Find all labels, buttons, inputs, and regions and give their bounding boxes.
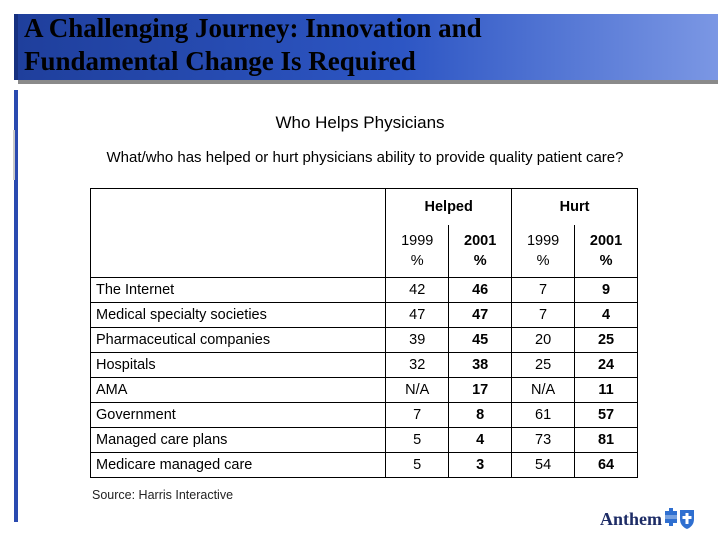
year-header-helped-2001: 2001 % (448, 225, 513, 278)
cell-helped-2001: 46 (448, 277, 513, 303)
table-row: Managed care plans 5 4 73 81 (89, 427, 638, 453)
slide-title-line-2: Fundamental Change Is Required (24, 46, 416, 76)
blue-cross-blue-shield-icon (665, 508, 694, 529)
row-label: AMA (89, 377, 387, 403)
table-row: Medicare managed care 5 3 54 64 (89, 452, 638, 478)
slide-title: A Challenging Journey: Innovation and Fu… (24, 12, 624, 78)
cell-helped-1999: 32 (385, 352, 450, 378)
year-label: 2001 (464, 233, 497, 249)
subtitle: Who Helps Physicians (275, 113, 445, 132)
year-label: 1999 (526, 233, 560, 249)
row-label: Government (89, 402, 387, 428)
table-row: Hospitals 32 38 25 24 (89, 352, 638, 378)
cell-helped-2001: 3 (448, 452, 513, 478)
table-group-header-row: Helped Hurt (89, 188, 638, 225)
cell-helped-1999: N/A (385, 377, 450, 403)
cell-hurt-2001: 81 (574, 427, 638, 453)
cell-hurt-1999: 20 (511, 327, 576, 353)
cell-helped-1999: 39 (385, 327, 450, 353)
row-label: Medical specialty societies (89, 302, 387, 328)
table-row: Medical specialty societies 47 47 7 4 (89, 302, 638, 328)
cell-hurt-2001: 11 (574, 377, 638, 403)
unit-label: % (536, 253, 550, 269)
anthem-logo: Anthem (600, 508, 695, 530)
cell-helped-1999: 42 (385, 277, 450, 303)
cell-hurt-1999: 61 (511, 402, 576, 428)
table-corner-cell-lower (89, 225, 387, 278)
cell-hurt-1999: 7 (511, 302, 576, 328)
year-label: 1999 (401, 233, 434, 249)
cell-hurt-2001: 24 (574, 352, 638, 378)
group-header-helped: Helped (385, 188, 513, 225)
left-accent-rule (14, 90, 18, 522)
cell-helped-2001: 4 (448, 427, 513, 453)
cell-hurt-1999: N/A (511, 377, 576, 403)
cell-hurt-1999: 73 (511, 427, 576, 453)
cell-helped-2001: 8 (448, 402, 513, 428)
table-corner-cell (89, 188, 387, 225)
cell-hurt-2001: 9 (574, 277, 638, 303)
row-label: Medicare managed care (89, 452, 387, 478)
cell-hurt-2001: 64 (574, 452, 638, 478)
year-header-hurt-1999: 1999 % (511, 225, 576, 278)
cell-helped-1999: 7 (385, 402, 450, 428)
cell-helped-1999: 5 (385, 427, 450, 453)
cell-hurt-1999: 7 (511, 277, 576, 303)
cell-helped-1999: 47 (385, 302, 450, 328)
slide-title-line-1: A Challenging Journey: Innovation and (24, 13, 482, 43)
row-label: The Internet (89, 277, 387, 303)
cell-hurt-2001: 25 (574, 327, 638, 353)
cell-helped-2001: 17 (448, 377, 513, 403)
row-label: Pharmaceutical companies (89, 327, 387, 353)
cell-helped-2001: 47 (448, 302, 513, 328)
table-row: AMA N/A 17 N/A 11 (89, 377, 638, 403)
cell-hurt-1999: 54 (511, 452, 576, 478)
title-bar (14, 14, 718, 84)
year-header-hurt-2001: 2001 % (574, 225, 638, 278)
cell-hurt-2001: 4 (574, 302, 638, 328)
cell-helped-2001: 45 (448, 327, 513, 353)
unit-label: % (599, 253, 613, 269)
logo-wordmark: Anthem (600, 508, 662, 529)
survey-table: Helped Hurt 1999 % 2001 % 1999 % 2001 % … (89, 188, 638, 478)
row-label: Managed care plans (89, 427, 387, 453)
cell-hurt-2001: 57 (574, 402, 638, 428)
table-row: Government 7 8 61 57 (89, 402, 638, 428)
cell-helped-2001: 38 (448, 352, 513, 378)
cell-helped-1999: 5 (385, 452, 450, 478)
table-year-header-row: 1999 % 2001 % 1999 % 2001 % (89, 225, 638, 278)
unit-label: % (410, 253, 424, 269)
year-label: 2001 (589, 233, 623, 249)
unit-label: % (473, 253, 487, 269)
cell-hurt-1999: 25 (511, 352, 576, 378)
table-row: The Internet 42 46 7 9 (89, 277, 638, 303)
table-row: Pharmaceutical companies 39 45 20 25 (89, 327, 638, 353)
left-accent-rule-thin (13, 130, 15, 180)
year-header-helped-1999: 1999 % (385, 225, 450, 278)
survey-question: What/who has helped or hurt physicians a… (106, 149, 624, 166)
group-header-hurt: Hurt (511, 188, 638, 225)
row-label: Hospitals (89, 352, 387, 378)
source-note: Source: Harris Interactive (92, 488, 234, 502)
